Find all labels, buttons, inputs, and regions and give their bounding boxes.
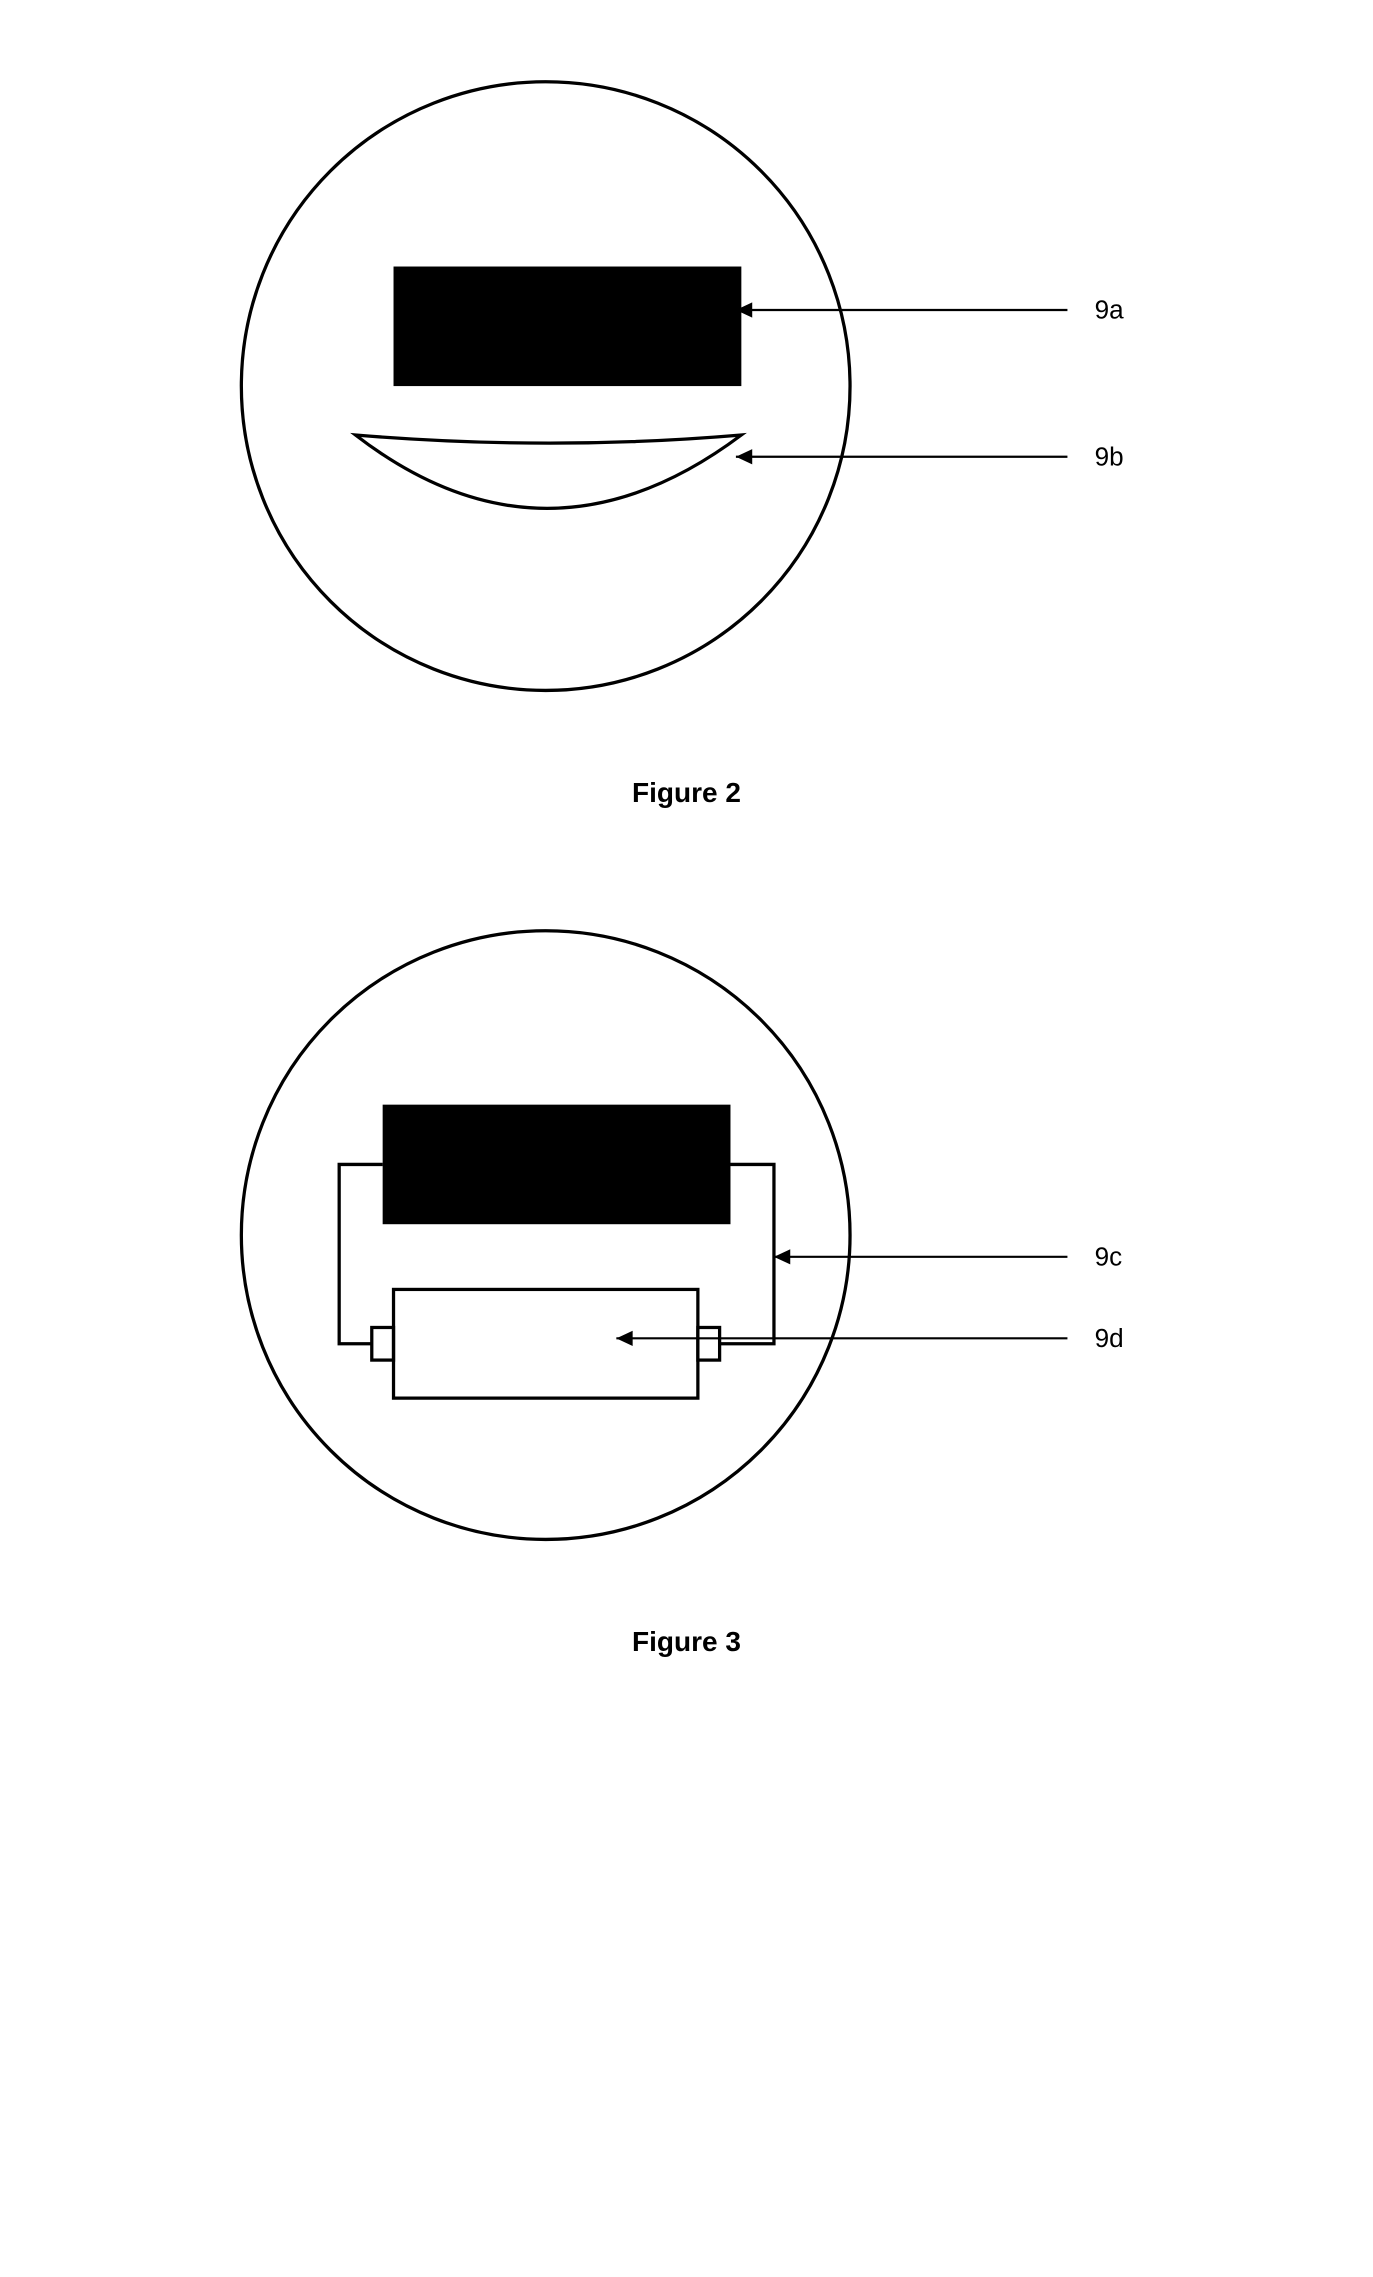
figure-2-diagram: 9a 9b: [187, 60, 1187, 717]
fig2-crescent-9b: [355, 435, 741, 508]
fig3-arrow-9d-head: [616, 1331, 632, 1346]
fig3-rect-bottom: [393, 1290, 697, 1399]
fig3-wire-left: [339, 1165, 382, 1344]
fig3-circle: [241, 931, 850, 1540]
fig2-rect-9a: [393, 267, 741, 387]
figure-2-caption: Figure 2: [187, 777, 1187, 809]
fig3-connector-right: [697, 1328, 719, 1361]
figure-2: 9a 9b Figure 2: [187, 60, 1187, 809]
fig3-label-9d: 9d: [1094, 1323, 1123, 1353]
figure-3-diagram: 9c 9d: [187, 909, 1187, 1566]
fig3-connector-left: [371, 1328, 393, 1361]
figure-3: 9c 9d Figure 3: [187, 909, 1187, 1658]
fig3-arrow-9c-head: [773, 1249, 789, 1264]
fig2-arrow-9b-head: [735, 449, 751, 464]
fig2-label-9a: 9a: [1094, 295, 1124, 325]
fig3-rect-top: [382, 1105, 730, 1225]
fig2-label-9b: 9b: [1094, 441, 1123, 471]
figure-3-caption: Figure 3: [187, 1626, 1187, 1658]
fig3-label-9c: 9c: [1094, 1242, 1122, 1272]
